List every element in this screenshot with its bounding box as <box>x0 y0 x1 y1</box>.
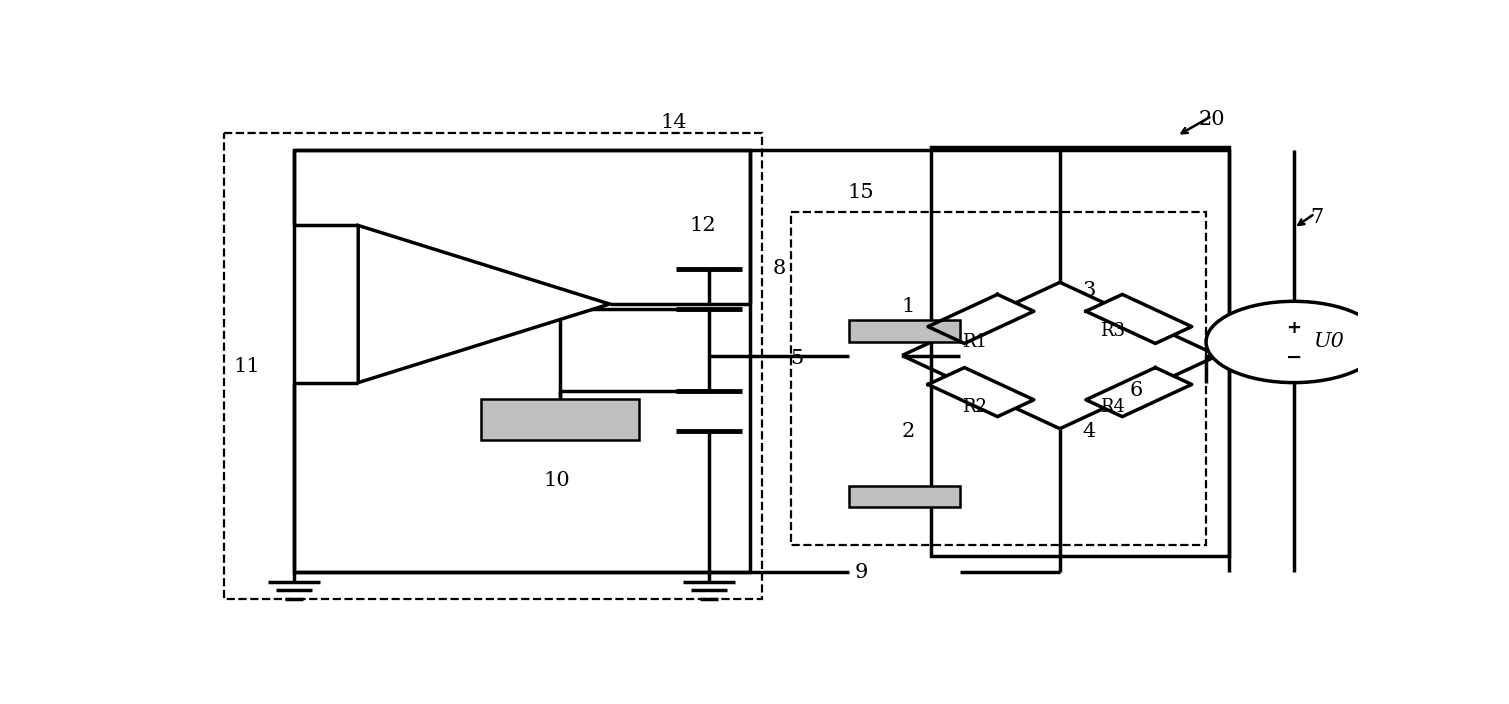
Polygon shape <box>358 225 610 383</box>
Bar <box>850 486 960 508</box>
Bar <box>223 133 762 599</box>
Text: 20: 20 <box>1198 111 1225 130</box>
Text: U0: U0 <box>1313 332 1345 351</box>
Bar <box>850 320 960 342</box>
Polygon shape <box>928 367 1034 417</box>
Text: 6: 6 <box>1129 382 1142 401</box>
Polygon shape <box>1086 367 1192 417</box>
Text: +: + <box>1286 319 1301 337</box>
Polygon shape <box>928 294 1034 344</box>
Polygon shape <box>1086 294 1192 344</box>
Text: R2: R2 <box>963 398 987 416</box>
Bar <box>481 399 638 439</box>
Text: 4: 4 <box>1082 422 1096 441</box>
Bar <box>931 147 1230 556</box>
Text: −: − <box>1286 348 1302 367</box>
Text: R3: R3 <box>1100 322 1126 340</box>
Text: 2: 2 <box>901 422 914 441</box>
Text: 9: 9 <box>854 563 868 582</box>
Circle shape <box>1206 301 1382 382</box>
Text: 8: 8 <box>773 259 786 278</box>
Text: 15: 15 <box>848 184 874 202</box>
Bar <box>791 212 1206 545</box>
Text: 11: 11 <box>234 357 261 376</box>
Text: R4: R4 <box>1100 398 1124 416</box>
Text: 5: 5 <box>791 348 803 367</box>
Text: R1: R1 <box>963 333 987 351</box>
Text: 1: 1 <box>901 297 914 316</box>
Text: 14: 14 <box>661 113 687 132</box>
Bar <box>294 149 750 572</box>
Text: 3: 3 <box>1082 281 1096 300</box>
Text: 10: 10 <box>543 471 570 490</box>
Text: 12: 12 <box>690 216 717 235</box>
Text: 7: 7 <box>1310 208 1323 227</box>
